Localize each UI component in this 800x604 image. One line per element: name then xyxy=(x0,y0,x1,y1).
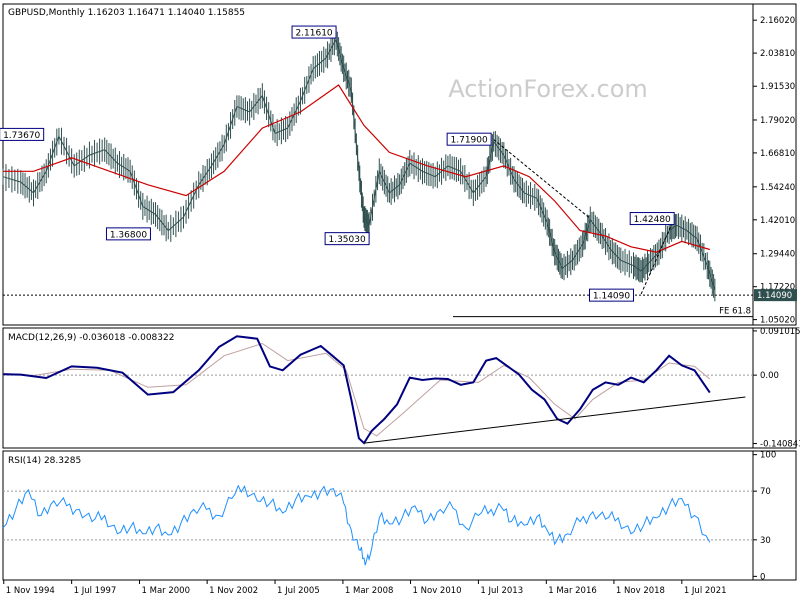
current-price-tag-label: 1.14090 xyxy=(757,291,792,301)
macd-panel xyxy=(2,335,746,445)
x-tick-label: 1 Jul 2005 xyxy=(277,586,320,596)
rsi-panel-title: RSI(14) 28.3285 xyxy=(8,456,81,466)
annotations: 1.73670 1.36800 2.11610 1.35030 1.71900 1.140… xyxy=(0,25,675,302)
x-tick-label: 1 Mar 2000 xyxy=(142,586,190,596)
moving-average-line xyxy=(3,84,710,253)
x-tick-label: 1 Mar 2016 xyxy=(548,586,596,596)
x-tick-label: 1 Jul 2013 xyxy=(480,586,523,596)
price-annotation-label: 1.35030 xyxy=(328,235,365,245)
price-panel-title: GBPUSD,Monthly 1.16203 1.16471 1.14040 1… xyxy=(8,8,245,18)
axes: 2.16020 2.03810 1.91530 1.79020 1.66810 1.542… xyxy=(3,16,800,596)
price-y-tick-label: 1.17220 xyxy=(760,283,795,293)
x-tick-label: 1 Jul 1997 xyxy=(74,586,117,596)
price-annotation-box xyxy=(446,132,492,146)
macd-panel-frame xyxy=(2,327,797,449)
fe-level-label: FE 61.8 xyxy=(719,307,751,317)
price-annotation-box xyxy=(324,232,370,246)
macd-panel-title: MACD(12,26,9) -0.036018 -0.008322 xyxy=(8,333,174,343)
x-tick-label: 1 Nov 2002 xyxy=(209,586,258,596)
price-annotation-label: 1.36800 xyxy=(110,230,147,240)
rsi-y-tick-label: 30 xyxy=(760,536,771,546)
price-y-tick-label: 1.29440 xyxy=(760,250,795,260)
current-price-tag xyxy=(754,289,797,302)
gridlines xyxy=(3,374,753,541)
price-annotation-box xyxy=(0,127,45,141)
price-panel: FE 61.8 xyxy=(2,28,753,318)
price-annotation-box xyxy=(105,227,151,241)
price-y-tick-label: 1.79020 xyxy=(760,116,795,126)
macd-y-tick-label: 0.091015 xyxy=(760,327,800,337)
price-annotation-label: 1.73670 xyxy=(3,131,40,141)
price-annotation-label: 1.42480 xyxy=(634,215,671,225)
price-y-tick-label: 1.91530 xyxy=(760,82,795,92)
price-y-tick-label: 1.66810 xyxy=(760,149,795,159)
price-panel-frame xyxy=(2,3,797,326)
price-trendline xyxy=(640,218,675,295)
price-y-tick-label: 2.03810 xyxy=(760,49,795,59)
macd-current-value-label: 0.00 xyxy=(760,371,779,381)
price-line xyxy=(2,37,716,291)
price-y-tick-label: 1.42010 xyxy=(760,216,795,226)
watermark: ActionForex.com xyxy=(448,75,648,103)
macd-signal-line xyxy=(2,342,711,437)
rsi-panel-frame xyxy=(2,450,797,581)
rsi-y-tick-label: 0 xyxy=(760,572,765,582)
price-annotation-label: 2.11610 xyxy=(295,29,332,39)
rsi-y-tick-label: 70 xyxy=(760,487,771,497)
price-annotation-box xyxy=(291,25,337,39)
x-tick-label: 1 Mar 2008 xyxy=(345,586,393,596)
x-tick-label: 1 Nov 1994 xyxy=(6,586,55,596)
price-y-tick-label: 2.16020 xyxy=(760,16,795,26)
panel-frames xyxy=(2,3,797,581)
rsi-y-tick-label: 100 xyxy=(760,451,776,461)
price-y-tick-label: 1.05020 xyxy=(760,316,795,326)
rsi-line xyxy=(2,484,711,566)
price-trendline xyxy=(493,139,591,219)
price-annotation-box xyxy=(589,288,635,302)
macd-line xyxy=(2,335,711,445)
macd-trendline xyxy=(363,396,746,444)
x-tick-label: 1 Nov 2010 xyxy=(413,586,462,596)
x-tick-label: 1 Jul 2021 xyxy=(684,586,727,596)
rsi-panel xyxy=(2,484,711,566)
price-y-tick-label: 1.54240 xyxy=(760,183,795,193)
price-annotation-label: 1.71900 xyxy=(451,136,488,146)
price-annotation-label: 1.14090 xyxy=(593,292,630,302)
x-tick-label: 1 Nov 2018 xyxy=(616,586,665,596)
price-annotation-box xyxy=(629,212,675,226)
macd-y-tick-label: -0.140843 xyxy=(760,440,800,450)
